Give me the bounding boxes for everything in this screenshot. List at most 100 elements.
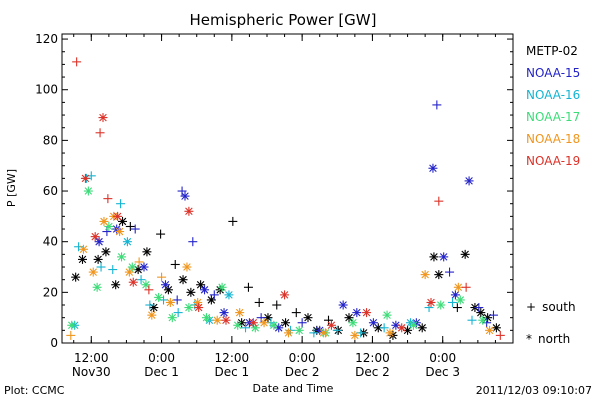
point-noaa-19	[113, 211, 123, 221]
legend-entry-metp-02: METP-02	[526, 44, 578, 58]
point-noaa-15	[474, 303, 484, 313]
point-metp-02	[163, 285, 173, 295]
point-noaa-17	[201, 313, 211, 323]
y-tick-label: 80	[43, 133, 58, 147]
legend-entry-noaa-15: NOAA-15	[526, 66, 580, 80]
point-noaa-16	[467, 315, 477, 325]
marker-legend-south: + south	[526, 300, 576, 314]
point-noaa-18	[182, 262, 192, 272]
point-noaa-19	[426, 297, 436, 307]
point-noaa-16	[309, 328, 319, 338]
point-noaa-19	[221, 315, 231, 325]
point-noaa-18	[259, 318, 269, 328]
y-tick-label: 100	[35, 83, 58, 97]
point-noaa-18	[385, 328, 395, 338]
point-metp-02	[417, 323, 427, 333]
point-noaa-17	[455, 295, 465, 305]
point-noaa-15	[464, 176, 474, 186]
point-noaa-15	[432, 100, 442, 110]
point-noaa-19	[280, 290, 290, 300]
point-noaa-18	[319, 328, 329, 338]
point-metp-02	[429, 252, 439, 262]
point-metp-02	[491, 323, 501, 333]
point-noaa-17	[294, 325, 304, 335]
point-metp-02	[186, 287, 196, 297]
point-noaa-18	[283, 328, 293, 338]
point-noaa-15	[177, 186, 187, 196]
point-noaa-15	[130, 224, 140, 234]
x-tick-label-date: Dec 3	[425, 365, 460, 379]
point-noaa-18	[420, 270, 430, 280]
point-noaa-16	[96, 262, 106, 272]
x-tick-label-time: 12:00	[74, 351, 109, 365]
point-noaa-15	[352, 308, 362, 318]
point-noaa-16	[159, 295, 169, 305]
plot-frame	[61, 33, 514, 344]
point-metp-02	[156, 229, 166, 239]
point-noaa-19	[128, 277, 138, 287]
point-metp-02	[111, 280, 121, 290]
point-noaa-18	[99, 216, 109, 226]
point-noaa-19	[495, 330, 505, 340]
point-noaa-15	[445, 267, 455, 277]
point-noaa-17	[348, 318, 358, 328]
point-noaa-15	[274, 323, 284, 333]
legend-entry-noaa-18: NOAA-18	[526, 132, 580, 146]
point-noaa-16	[332, 325, 342, 335]
point-noaa-17	[217, 282, 227, 292]
point-noaa-15	[219, 308, 229, 318]
point-noaa-17	[141, 280, 151, 290]
point-noaa-15	[94, 237, 104, 247]
point-metp-02	[291, 308, 301, 318]
point-noaa-17	[92, 282, 102, 292]
point-noaa-17	[408, 320, 418, 330]
point-metp-02	[78, 254, 87, 264]
point-noaa-18	[165, 297, 175, 307]
point-noaa-15	[488, 310, 498, 320]
point-noaa-17	[269, 320, 279, 330]
point-noaa-15	[172, 295, 182, 305]
point-noaa-15	[297, 318, 307, 328]
point-metp-02	[434, 270, 444, 280]
point-metp-02	[281, 318, 291, 328]
point-metp-02	[101, 247, 111, 257]
point-noaa-16	[108, 265, 118, 275]
legend-entry-noaa-16: NOAA-16	[526, 88, 580, 102]
y-tick-label: 20	[43, 285, 58, 299]
point-noaa-15	[188, 237, 198, 247]
point-noaa-19	[103, 194, 113, 204]
x-tick-label-date: Dec 1	[215, 365, 250, 379]
point-noaa-15	[256, 313, 266, 323]
marker-legend-north: * north	[526, 332, 570, 346]
point-metp-02	[324, 315, 333, 325]
x-tick-label-time: 12:00	[215, 351, 250, 365]
x-axis-label: Date and Time	[253, 382, 334, 395]
point-noaa-19	[248, 318, 258, 328]
point-noaa-15	[160, 280, 170, 290]
point-metp-02	[452, 303, 462, 313]
point-noaa-17	[83, 186, 93, 196]
x-tick-label-date: Nov30	[72, 365, 111, 379]
point-noaa-19	[461, 282, 471, 292]
point-noaa-15	[200, 285, 210, 295]
point-metp-02	[178, 275, 188, 285]
footer-timestamp: 2011/12/03 09:10:07	[476, 384, 592, 397]
x-tick-label-date: Dec 2	[355, 365, 390, 379]
point-noaa-18	[115, 227, 125, 237]
point-metp-02	[254, 297, 264, 307]
y-tick-label: 60	[43, 184, 58, 198]
point-noaa-18	[453, 282, 463, 292]
point-noaa-16	[379, 323, 389, 333]
x-tick-label-time: 0:00	[289, 351, 316, 365]
point-noaa-19	[72, 57, 82, 67]
point-noaa-16	[116, 199, 126, 209]
point-noaa-15	[368, 318, 378, 328]
point-metp-02	[149, 303, 159, 313]
point-noaa-19	[184, 206, 194, 216]
y-tick-label: 0	[50, 336, 58, 350]
point-metp-02	[170, 259, 180, 269]
point-noaa-16	[145, 300, 155, 310]
legend-entry-noaa-17: NOAA-17	[526, 110, 580, 124]
